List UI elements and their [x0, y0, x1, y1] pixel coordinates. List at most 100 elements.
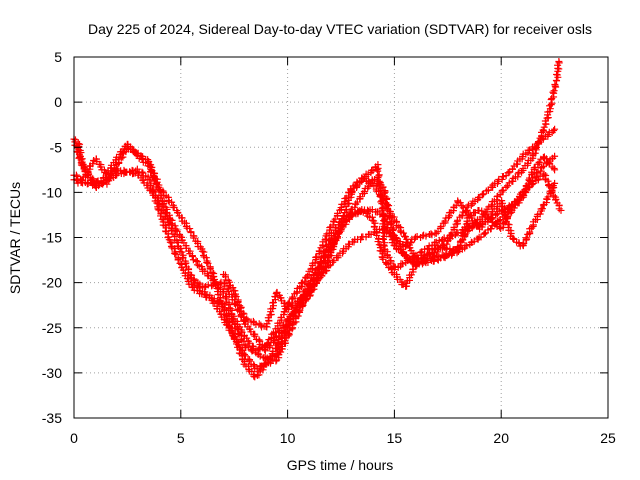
y-tick-label: -35 [42, 410, 62, 426]
data-point [227, 324, 235, 332]
data-point [349, 211, 357, 219]
data-point [188, 252, 196, 260]
data-point [400, 229, 408, 237]
data-point [551, 179, 559, 187]
data-point [271, 334, 279, 342]
data-point [373, 165, 381, 173]
data-point [399, 260, 407, 268]
data-point [252, 320, 260, 328]
data-point [374, 174, 382, 182]
data-point [167, 227, 175, 235]
data-point [549, 88, 557, 96]
data-point [376, 178, 384, 186]
data-point [165, 197, 173, 205]
x-tick-label: 5 [177, 430, 185, 446]
axis-ticks: 0 5 10 15 20 25 -35 -30 -25 -20 -15 -10 -5 0 5 [42, 49, 616, 446]
data-point [533, 169, 541, 177]
data-point [295, 307, 303, 315]
data-point [378, 206, 386, 214]
data-point [186, 225, 194, 233]
data-point [251, 332, 259, 340]
data-point [111, 164, 119, 172]
data-point [551, 166, 559, 174]
data-point [299, 300, 307, 308]
x-tick-label: 15 [387, 430, 403, 446]
data-points [70, 58, 565, 381]
y-tick-label: -20 [42, 275, 62, 291]
data-point [531, 173, 539, 181]
data-point [330, 238, 338, 246]
data-point [225, 323, 233, 331]
data-point [537, 167, 545, 175]
data-point [231, 292, 239, 300]
data-point [360, 188, 368, 196]
data-point [555, 58, 563, 66]
data-point [171, 250, 179, 258]
data-point [538, 205, 546, 213]
data-point [528, 224, 536, 232]
x-tick-label: 0 [70, 430, 78, 446]
data-point [250, 361, 258, 369]
data-point [168, 198, 176, 206]
data-point [181, 260, 189, 268]
data-point [557, 206, 565, 214]
data-point [339, 212, 347, 220]
data-point [226, 305, 234, 313]
data-point [171, 222, 179, 230]
data-point [425, 242, 433, 250]
data-point [106, 175, 114, 183]
data-point [263, 354, 271, 362]
data-point [160, 207, 168, 215]
data-point [296, 306, 304, 314]
y-tick-label: 5 [54, 49, 62, 65]
data-point [550, 127, 558, 135]
data-point [257, 363, 265, 371]
data-point [550, 192, 558, 200]
data-point [492, 220, 500, 228]
data-point [357, 207, 365, 215]
data-point [480, 230, 488, 238]
data-point [198, 247, 206, 255]
data-point [154, 205, 162, 213]
data-point [288, 320, 296, 328]
data-point [502, 183, 510, 191]
y-tick-label: -15 [42, 230, 62, 246]
data-point [255, 336, 263, 344]
data-point [255, 368, 263, 376]
data-point [458, 211, 466, 219]
data-point [551, 80, 559, 88]
data-point [201, 291, 209, 299]
data-point [294, 312, 302, 320]
data-point [550, 87, 558, 95]
y-tick-label: 0 [54, 94, 62, 110]
data-point [535, 158, 543, 166]
data-point [107, 170, 115, 178]
grid-lines [74, 57, 608, 418]
data-point [208, 268, 216, 276]
data-point [533, 140, 541, 148]
data-point [155, 183, 163, 191]
series-track-b [70, 58, 563, 355]
data-point [138, 168, 146, 176]
data-point [178, 248, 186, 256]
y-tick-label: -25 [42, 320, 62, 336]
data-point [435, 252, 443, 260]
x-tick-label: 25 [600, 430, 616, 446]
data-point [192, 257, 200, 265]
data-point [303, 272, 311, 280]
data-point [508, 201, 516, 209]
data-point [539, 154, 547, 162]
data-point [352, 200, 360, 208]
data-point [89, 160, 97, 168]
y-axis-label: SDTVAR / TECUs [7, 182, 23, 294]
y-tick-label: -30 [42, 365, 62, 381]
data-point [519, 241, 527, 249]
data-point [256, 352, 264, 360]
data-point [311, 259, 319, 267]
data-point [508, 165, 516, 173]
data-point [222, 295, 230, 303]
data-point [441, 217, 449, 225]
data-point [408, 258, 416, 266]
x-tick-label: 20 [493, 430, 509, 446]
